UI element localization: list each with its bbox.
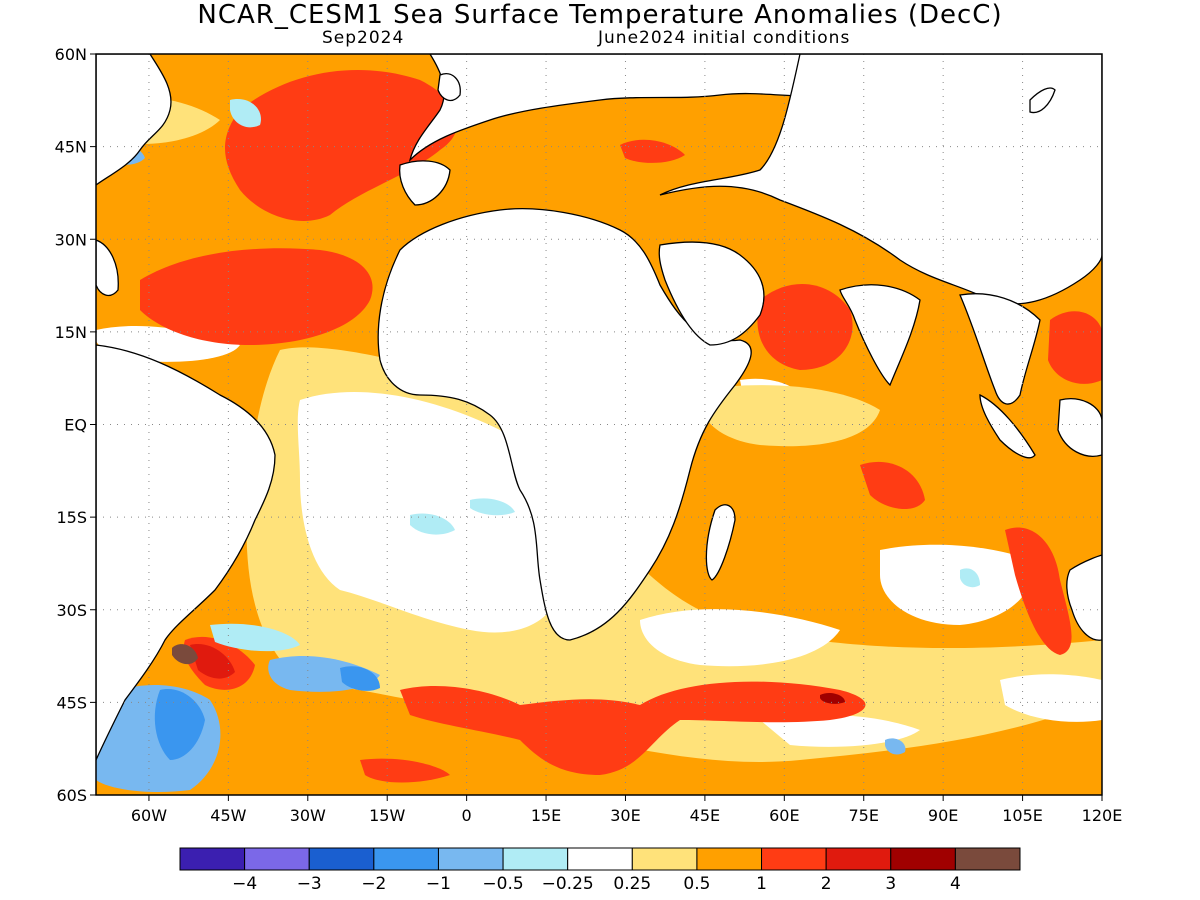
lon-tick-label: 15E: [531, 806, 561, 825]
lon-tick-label: 45E: [690, 806, 720, 825]
lat-tick-label: EQ: [64, 416, 87, 435]
light-anomaly-equatorial-indian: [700, 385, 880, 447]
colorbar-swatch: [502, 847, 569, 871]
colorbar-swatch: [825, 847, 892, 871]
colorbar-label: −2: [361, 874, 386, 894]
madagascar-landmass: [705, 504, 736, 581]
colorbar-label: −0.5: [482, 874, 523, 894]
lon-tick-label: 105E: [1002, 806, 1043, 825]
neutral-region-south-pacific-edge: [1000, 674, 1102, 722]
lon-tick-label: 90E: [928, 806, 958, 825]
lat-tick-label: 60S: [56, 786, 87, 805]
cool-anomaly-south-atlantic: [410, 513, 455, 535]
colorbar-label: 4: [950, 874, 961, 894]
colorbar-swatch: [179, 847, 246, 871]
hot-anomaly-brazil-current: [190, 644, 235, 679]
cool-anomaly-north-atlantic: [230, 99, 261, 128]
warm-anomaly-south-china-sea: [1048, 311, 1102, 384]
neutral-region-south-atlantic: [297, 391, 560, 633]
arabian-peninsula-landmass: [658, 241, 765, 346]
warm-anomaly-north-atlantic: [225, 70, 458, 221]
warm-anomaly-arabian-sea: [757, 283, 853, 370]
lon-tick-label: 45W: [210, 806, 246, 825]
lon-tick-label: 75E: [849, 806, 879, 825]
cold-anomaly-south-atlantic: [340, 666, 380, 691]
colorbar-swatch: [631, 847, 698, 871]
colorbar-label: −0.25: [542, 874, 594, 894]
color-scale-bar: −4 −3 −2 −1 −0.5 −0.25 0.25 0.5 1 2 3 4: [179, 847, 1021, 894]
map-title: NCAR_CESM1 Sea Surface Temperature Anoma…: [197, 0, 1003, 30]
lon-tick-label: 30E: [610, 806, 640, 825]
asia-landmass: [659, 54, 1102, 305]
colorbar-label: −4: [232, 874, 257, 894]
warm-anomaly-eastern-indian: [860, 461, 925, 510]
warm-anomaly-south-atlantic-band: [400, 681, 866, 775]
lat-tick-label: 45N: [55, 138, 87, 157]
british-isles-landmass: [437, 73, 461, 102]
colorbar-label: −1: [426, 874, 451, 894]
lat-tick-label: 60N: [55, 45, 87, 64]
cool-anomaly-south-atlantic-2: [470, 498, 515, 516]
lon-tick-label: 30W: [290, 806, 326, 825]
lat-tick-label: 30N: [55, 230, 87, 249]
colorbar-label: −3: [297, 874, 322, 894]
lat-tick-label: 30S: [56, 601, 87, 620]
japan-landmass: [1029, 87, 1056, 114]
cool-anomaly-south-atlantic-4: [210, 623, 300, 652]
cold-anomaly-patagonia-shelf: [154, 689, 205, 760]
lon-tick-label: 60W: [131, 806, 167, 825]
neutral-region-agulhas: [640, 609, 840, 667]
borneo-landmass: [1057, 398, 1102, 457]
colorbar-label: 1: [756, 874, 767, 894]
lat-tick-label: 15N: [55, 323, 87, 342]
cool-anomaly-indian: [960, 568, 980, 588]
initial-conditions-label: June2024 initial conditions: [598, 28, 851, 48]
colorbar-swatch: [890, 847, 956, 871]
colorbar-label: 0.5: [683, 874, 710, 894]
lat-tick-label: 45S: [56, 693, 87, 712]
warm-anomaly-southern-ocean: [360, 758, 450, 783]
colorbar-label: 0.25: [613, 874, 651, 894]
africa-landmass: [377, 208, 752, 641]
colorbar-swatch: [373, 847, 439, 871]
south-america-landmass: [96, 344, 276, 761]
colorbar-swatch: [761, 847, 827, 871]
lon-tick-label: 120E: [1082, 806, 1123, 825]
lat-tick-label: 15S: [56, 508, 87, 527]
florida-landmass: [96, 239, 119, 297]
iberia-landmass: [399, 160, 451, 206]
colorbar-swatch: [696, 847, 763, 871]
neutral-region-south-indian: [760, 714, 920, 747]
cool-anomaly-southern-indian: [885, 738, 906, 755]
colorbar-swatch: [437, 847, 504, 871]
forecast-month: Sep2024: [322, 28, 405, 48]
colorbar-swatch: [308, 847, 375, 871]
southeast-asia-landmass: [959, 293, 1041, 405]
australia-landmass: [1066, 554, 1102, 641]
colorbar-swatch: [567, 847, 633, 871]
colorbar-swatch: [954, 847, 1021, 871]
colorbar-label: 2: [821, 874, 832, 894]
colorbar-swatch: [244, 847, 310, 871]
sumatra-landmass: [979, 393, 1036, 459]
north-america-landmass: [96, 54, 172, 186]
axis-labels: 60N 45N 30N 15N EQ 15S 30S 45S 60S 60W 45W 30W 15W 0 1…: [55, 45, 1123, 825]
warm-anomaly-west-australia: [1005, 527, 1072, 655]
colorbar-label: 3: [885, 874, 896, 894]
warm-anomaly-subtropical-atlantic: [140, 248, 373, 345]
warm-anomaly-black-sea: [620, 139, 685, 163]
india-landmass: [839, 284, 921, 387]
neutral-region-indian: [880, 544, 1032, 625]
very-hot-anomaly-southern-ocean: [820, 692, 845, 704]
extreme-anomaly-brazil-current: [172, 644, 198, 665]
lon-tick-label: 0: [462, 806, 472, 825]
lon-tick-label: 15W: [369, 806, 405, 825]
lon-tick-label: 60E: [769, 806, 799, 825]
land-masses: [96, 54, 1102, 761]
